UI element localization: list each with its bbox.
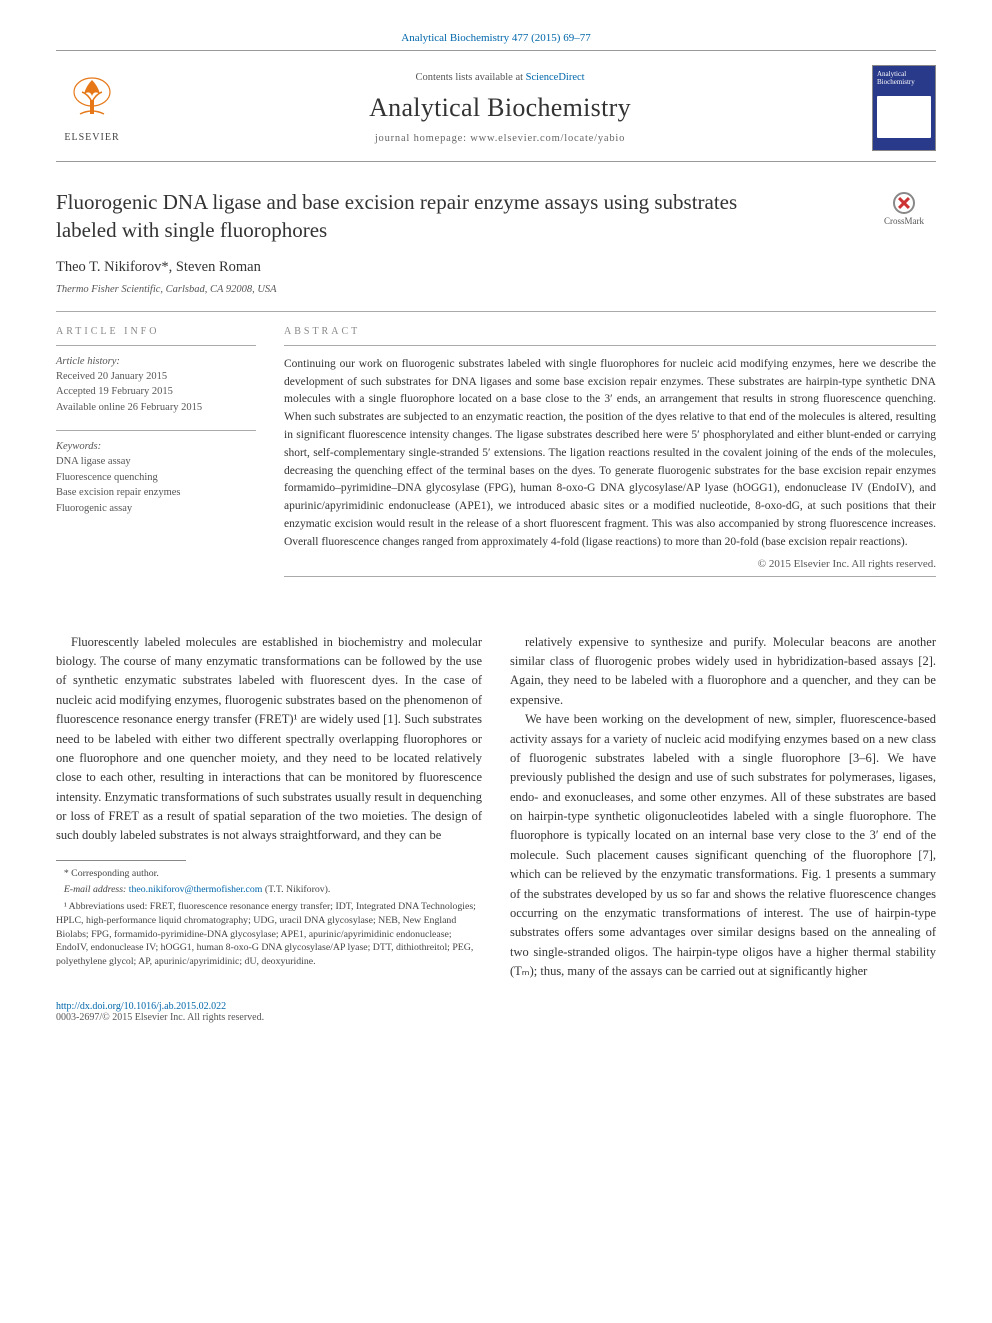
history-received: Received 20 January 2015 [56, 369, 256, 385]
email-suffix: (T.T. Nikiforov). [262, 884, 330, 895]
divider [284, 576, 936, 577]
email-footnote: E-mail address: theo.nikiforov@thermofis… [56, 883, 482, 897]
divider [284, 345, 936, 346]
history-heading: Article history: [56, 356, 256, 367]
keywords-block: Keywords: DNA ligase assay Fluorescence … [56, 441, 256, 517]
journal-cover-thumbnail[interactable]: Analytical Biochemistry [872, 65, 936, 151]
body-paragraph: Fluorescently labeled molecules are esta… [56, 633, 482, 846]
doi-link[interactable]: http://dx.doi.org/10.1016/j.ab.2015.02.0… [56, 1001, 226, 1012]
footnote-separator [56, 860, 186, 861]
journal-title: Analytical Biochemistry [146, 93, 854, 123]
footnotes: * Corresponding author. E-mail address: … [56, 867, 482, 969]
elsevier-tree-icon [66, 74, 118, 126]
divider [56, 311, 936, 312]
article-history: Article history: Received 20 January 201… [56, 356, 256, 416]
keywords-heading: Keywords: [56, 441, 256, 452]
divider [56, 430, 256, 431]
publisher-logo[interactable]: ELSEVIER [56, 74, 128, 143]
body-paragraph: We have been working on the development … [510, 710, 936, 981]
keyword: Fluorescence quenching [56, 470, 256, 486]
history-online: Available online 26 February 2015 [56, 400, 256, 416]
article-body: Fluorescently labeled molecules are esta… [56, 633, 936, 982]
article-info-label: ARTICLE INFO [56, 326, 256, 337]
divider [56, 345, 256, 346]
crossmark-label: CrossMark [884, 216, 924, 226]
abstract-label: ABSTRACT [284, 326, 936, 337]
history-accepted: Accepted 19 February 2015 [56, 384, 256, 400]
keyword: DNA ligase assay [56, 454, 256, 470]
authors: Theo T. Nikiforov*, Steven Roman [56, 259, 936, 276]
corresponding-author-note: * Corresponding author. [56, 867, 482, 881]
article-title: Fluorogenic DNA ligase and base excision… [56, 188, 796, 245]
body-paragraph: relatively expensive to synthesize and p… [510, 633, 936, 711]
abbreviations-footnote: ¹ Abbreviations used: FRET, fluorescence… [56, 900, 482, 969]
abstract-copyright: © 2015 Elsevier Inc. All rights reserved… [284, 558, 936, 570]
crossmark-icon [893, 192, 915, 214]
keyword: Fluorogenic assay [56, 501, 256, 517]
cover-title: Analytical Biochemistry [877, 70, 931, 86]
contents-line: Contents lists available at ScienceDirec… [146, 72, 854, 83]
page-footer: http://dx.doi.org/10.1016/j.ab.2015.02.0… [56, 1001, 936, 1023]
masthead: ELSEVIER Contents lists available at Sci… [56, 50, 936, 162]
email-label: E-mail address: [64, 884, 129, 895]
affiliation: Thermo Fisher Scientific, Carlsbad, CA 9… [56, 284, 936, 295]
crossmark-badge[interactable]: CrossMark [872, 192, 936, 226]
email-link[interactable]: theo.nikiforov@thermofisher.com [129, 884, 263, 895]
journal-reference: Analytical Biochemistry 477 (2015) 69–77 [56, 32, 936, 44]
publisher-name: ELSEVIER [56, 132, 128, 143]
journal-homepage: journal homepage: www.elsevier.com/locat… [146, 133, 854, 144]
issn-copyright: 0003-2697/© 2015 Elsevier Inc. All right… [56, 1012, 264, 1023]
cover-strip [877, 96, 931, 138]
keyword: Base excision repair enzymes [56, 485, 256, 501]
sciencedirect-link[interactable]: ScienceDirect [526, 72, 585, 83]
abstract-text: Continuing our work on fluorogenic subst… [284, 356, 936, 552]
contents-prefix: Contents lists available at [415, 72, 525, 83]
